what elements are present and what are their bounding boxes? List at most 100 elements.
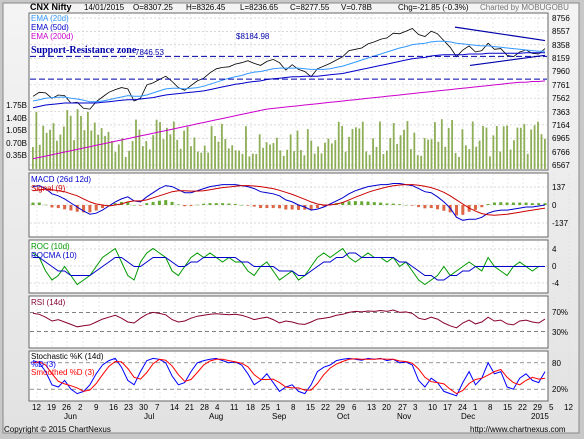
- volume-bar: [392, 123, 395, 169]
- volume-bar: [396, 143, 399, 169]
- volume-bar: [76, 109, 79, 169]
- volume-bar: [489, 156, 491, 169]
- macd-histogram-bar: [505, 202, 509, 205]
- volume-bar: [234, 150, 237, 169]
- volume-bar: [172, 121, 175, 169]
- volume-bar: [227, 148, 230, 169]
- date-tick-label: 27: [398, 403, 407, 412]
- volume-bar: [537, 121, 539, 169]
- macd-histogram-bar: [524, 202, 528, 205]
- date-tick-label: 16: [109, 403, 118, 412]
- volume-bar: [409, 149, 412, 169]
- volume-bar: [526, 153, 529, 169]
- volume-bar: [509, 149, 512, 169]
- charted-by: Charted by MOBUGOBU: [480, 3, 569, 12]
- month-tick-label: 2015: [531, 412, 549, 421]
- macd-axis-label: 137: [552, 183, 566, 192]
- volume-bar: [272, 143, 275, 169]
- date-tick-label: 29: [336, 403, 345, 412]
- macd-histogram-bar: [296, 205, 300, 210]
- volume-bar: [100, 128, 103, 169]
- volume-bar: [499, 151, 502, 169]
- volume-bar: [131, 141, 134, 169]
- volume-bar: [416, 155, 419, 169]
- volume-axis-label: 1.40B: [6, 113, 27, 123]
- ema50-line: [32, 52, 545, 109]
- macd-title: MACD (26d 12d): [31, 175, 92, 184]
- resistance-value: $8184.98: [236, 32, 270, 41]
- rsi-axis-label: 70%: [552, 308, 569, 318]
- macd-histogram-bar: [56, 205, 60, 209]
- macd-histogram-bar: [347, 201, 351, 205]
- macd-histogram-bar: [138, 205, 142, 206]
- legend-ema50: EMA (50d): [31, 23, 69, 32]
- volume-bar: [148, 149, 151, 169]
- month-tick-label: Dec: [461, 412, 476, 421]
- volume-bar: [540, 134, 543, 169]
- volume-bar: [544, 138, 546, 169]
- macd-histogram-bar: [410, 205, 414, 206]
- volume-bar: [56, 140, 58, 169]
- ema20-line: [32, 40, 545, 103]
- macd-histogram-bar: [101, 205, 105, 209]
- volume-bar: [262, 147, 265, 169]
- macd-histogram-bar: [259, 205, 263, 209]
- macd-signal-line: [32, 184, 546, 216]
- macd-histogram-bar: [423, 205, 427, 209]
- volume-bar: [372, 138, 374, 169]
- volume-bar: [224, 138, 227, 169]
- volume-axis-label: 1.05B: [6, 126, 27, 135]
- macd-histogram-bar: [82, 205, 86, 213]
- volume-bar: [513, 140, 515, 169]
- volume-bar: [45, 132, 48, 169]
- volume-bar: [128, 150, 131, 169]
- volume-bar: [117, 144, 120, 169]
- volume-bar: [348, 136, 350, 169]
- macd-axis-label: 0: [552, 201, 557, 210]
- volume-bar: [135, 119, 137, 169]
- date-tick-label: 24: [458, 403, 467, 412]
- website-link[interactable]: http://www.chartnexus.com: [470, 425, 566, 434]
- price-line: [32, 28, 546, 110]
- macd-histogram-bar: [379, 202, 383, 205]
- header-date: 14/01/2015: [84, 3, 125, 12]
- stoch-k-line: [32, 357, 546, 397]
- macd-histogram-bar: [486, 204, 490, 205]
- volume-bar: [203, 145, 206, 169]
- volume-bar: [169, 134, 172, 169]
- volume-bar: [241, 153, 244, 169]
- macd-line: [32, 183, 546, 221]
- legend-ema20: EMA (20d): [31, 14, 69, 23]
- volume-bar: [420, 155, 423, 169]
- volume-bar: [533, 125, 536, 169]
- date-tick-label: 2: [78, 403, 83, 412]
- volume-bar: [365, 151, 368, 169]
- macd-histogram-bar: [88, 205, 92, 213]
- price-axis-label: 8756: [552, 14, 570, 23]
- macd-histogram-bar: [360, 201, 364, 205]
- volume-bar: [35, 111, 38, 169]
- volume-bar: [403, 129, 405, 169]
- rocma-label: ROCMA (10): [31, 251, 77, 260]
- volume-bar: [251, 153, 254, 169]
- volume-bar: [468, 149, 471, 169]
- volume-bar: [66, 110, 69, 169]
- volume-bar: [324, 142, 326, 169]
- volume-bar: [114, 151, 117, 169]
- volume-bar: [179, 148, 182, 169]
- volume-bar: [90, 130, 93, 169]
- macd-histogram-bar: [227, 203, 231, 205]
- volume-bar: [447, 128, 450, 169]
- volume-bar: [217, 141, 220, 169]
- volume-bar: [337, 121, 340, 169]
- macd-histogram-bar: [113, 203, 117, 205]
- macd-histogram-bar: [107, 205, 111, 206]
- volume-bar: [275, 137, 278, 169]
- volume-bar: [279, 150, 282, 169]
- macd-histogram-bar: [252, 205, 256, 207]
- volume-bar: [138, 129, 141, 169]
- volume-bar: [166, 127, 168, 169]
- volume-bar: [430, 139, 433, 169]
- macd-histogram-bar: [164, 200, 168, 205]
- date-tick-label: 28: [200, 403, 209, 412]
